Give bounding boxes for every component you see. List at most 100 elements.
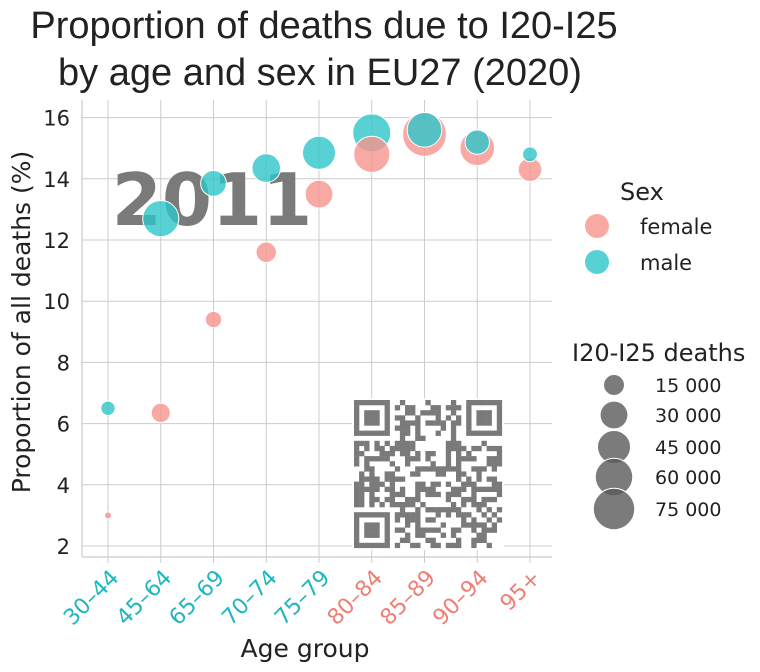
qr-module [415, 435, 421, 441]
qr-module [369, 486, 375, 492]
qr-module [486, 430, 492, 436]
qr-module [496, 481, 503, 487]
qr-module [466, 456, 472, 462]
qr-module [440, 507, 446, 513]
qr-module [476, 502, 482, 508]
qr-module [354, 420, 360, 426]
qr-module [394, 512, 401, 518]
qr-module [430, 405, 436, 411]
qr-module [354, 451, 360, 457]
qr-module [364, 456, 370, 462]
qr-module [384, 430, 390, 436]
qr-module [394, 466, 401, 472]
qr-module [359, 451, 365, 457]
qr-module [471, 430, 477, 436]
x-tick-label: 30–44 [59, 566, 124, 631]
qr-module [430, 527, 436, 533]
qr-module [440, 471, 446, 477]
qr-module [471, 400, 477, 406]
qr-module [496, 410, 503, 416]
qr-module [471, 491, 477, 498]
qr-module [415, 522, 421, 528]
qr-module [435, 430, 441, 436]
legend-sex: Sex female male [585, 178, 712, 275]
qr-module [374, 430, 380, 436]
qr-module [359, 496, 365, 503]
x-tick-label: 45–64 [112, 566, 177, 631]
bubble-male [200, 170, 227, 197]
qr-module [379, 430, 385, 436]
qr-module [445, 507, 452, 513]
qr-module [461, 471, 467, 477]
qr-module [405, 537, 411, 543]
qr-module [384, 451, 390, 457]
qr-module [481, 502, 487, 508]
qr-module [415, 430, 421, 436]
qr-module [496, 400, 503, 406]
qr-module [476, 476, 482, 482]
qr-module [369, 491, 375, 498]
qr-module [496, 420, 503, 426]
qr-module [491, 486, 497, 492]
qr-module [399, 502, 406, 508]
x-tick-label: 80–84 [323, 566, 388, 631]
qr-module [384, 410, 390, 416]
qr-module [354, 400, 360, 406]
qr-module [364, 445, 370, 452]
legend-label-male: male [640, 251, 692, 275]
qr-module [420, 410, 426, 416]
bubble-male [406, 112, 443, 148]
qr-module [496, 451, 503, 457]
qr-module [486, 542, 492, 549]
qr-module [430, 537, 436, 543]
qr-module [364, 440, 370, 447]
qr-module [440, 466, 446, 472]
qr-module [384, 440, 390, 447]
qr-module [471, 502, 477, 508]
qr-module [389, 476, 395, 482]
qr-module [364, 486, 370, 492]
qr-module [369, 532, 375, 538]
qr-module [486, 486, 492, 492]
qr-module [481, 400, 487, 406]
qr-module [456, 405, 462, 411]
qr-module [486, 517, 492, 523]
chart-title: Proportion of deaths due to I20-I25 [30, 5, 617, 47]
qr-module [354, 517, 360, 523]
qr-module [410, 420, 416, 426]
qr-module [359, 400, 365, 406]
qr-module [491, 445, 497, 452]
qr-module [379, 456, 385, 462]
qr-module [471, 466, 477, 472]
qr-module [374, 527, 380, 533]
qr-module [461, 502, 467, 508]
qr-module [399, 430, 406, 436]
qr-module [354, 445, 360, 452]
qr-module [466, 400, 472, 406]
qr-module [445, 496, 452, 503]
qr-module [420, 527, 426, 533]
qr-module [410, 512, 416, 518]
legend-size-circle [599, 400, 629, 430]
qr-module [415, 471, 421, 477]
qr-module [384, 527, 390, 533]
qr-module [450, 532, 457, 538]
qr-module [435, 420, 441, 426]
qr-module [461, 522, 467, 528]
qr-module [486, 410, 492, 416]
qr-module [486, 445, 492, 452]
qr-module [471, 517, 477, 523]
qr-module [445, 405, 452, 411]
qr-module [369, 430, 375, 436]
qr-module [405, 456, 411, 462]
qr-module [486, 456, 492, 462]
qr-module [450, 430, 457, 436]
qr-module [394, 542, 401, 549]
qr-module [389, 471, 395, 477]
qr-module [405, 445, 411, 452]
qr-module [486, 461, 492, 467]
qr-module [410, 445, 416, 452]
qr-module [456, 415, 462, 421]
qr-module [461, 496, 467, 503]
qr-module [450, 410, 457, 416]
